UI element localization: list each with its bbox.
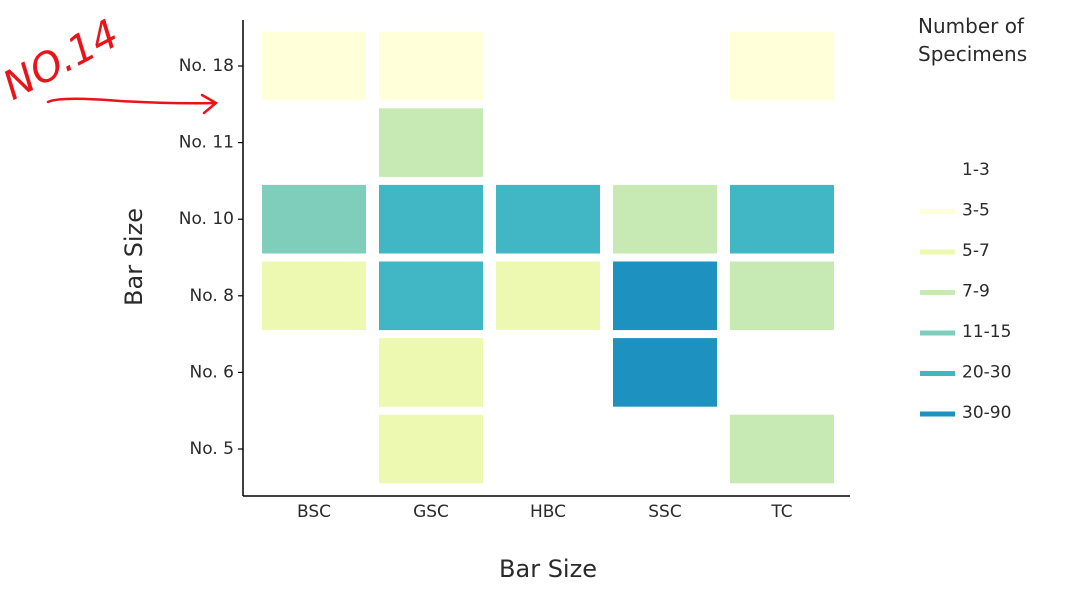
heatmap-cell: [496, 184, 600, 254]
heatmap-cell: [379, 261, 483, 331]
y-tick-label: No. 11: [179, 133, 234, 153]
heatmap-cell: [730, 261, 834, 331]
heatmap-cell: [613, 338, 717, 407]
heatmap-cell: [379, 108, 483, 177]
legend-label: 11-15: [962, 322, 1011, 342]
annotation-arrow: [46, 93, 219, 115]
x-tick-label: BSC: [297, 502, 331, 522]
x-tick-label: TC: [770, 502, 792, 522]
heatmap-cell: [730, 184, 834, 254]
heatmap-cell: [379, 338, 483, 407]
legend-label: 30-90: [962, 403, 1011, 423]
legend-label: 1-3: [962, 160, 990, 180]
x-tick-label: SSC: [648, 502, 681, 522]
annotation: NO.14: [0, 11, 126, 110]
y-tick-label: No. 18: [179, 56, 234, 76]
heatmap-cell: [379, 31, 483, 101]
legend-label: 20-30: [962, 363, 1011, 383]
legend-title-box: Number of Specimens: [918, 14, 1028, 66]
x-axis-title: Bar Size: [499, 555, 597, 583]
heatmap-cell: [262, 261, 366, 331]
heatmap-cell: [496, 261, 600, 331]
y-tick-label: No. 5: [190, 439, 234, 459]
heatmap-cell: [262, 184, 366, 254]
heatmap-cell: [379, 184, 483, 254]
heatmap-cell: [613, 184, 717, 254]
legend-label: 5-7: [962, 241, 990, 261]
heatmap-cell: [613, 261, 717, 331]
heatmap-cell: [730, 414, 834, 484]
y-axis-title: Bar Size: [120, 208, 148, 306]
legend-title: Number of Specimens: [918, 14, 1028, 66]
y-tick-label: No. 10: [179, 209, 234, 229]
x-tick-label: GSC: [413, 502, 449, 522]
legend-label: 3-5: [962, 201, 990, 221]
legend-label: 7-9: [962, 282, 990, 302]
y-tick-label: No. 6: [190, 362, 234, 382]
heatmap-cell: [730, 31, 834, 101]
x-tick-label: HBC: [530, 502, 566, 522]
heatmap-cell: [262, 31, 366, 101]
heatmap-cell: [379, 414, 483, 484]
y-tick-label: No. 8: [190, 286, 234, 306]
